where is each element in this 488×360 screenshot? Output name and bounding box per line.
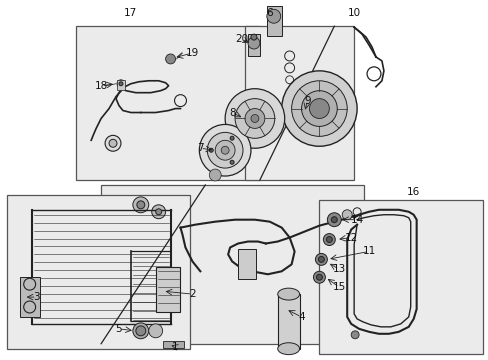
Text: 16: 16 <box>406 187 420 197</box>
Circle shape <box>151 205 165 219</box>
Circle shape <box>137 201 144 209</box>
Circle shape <box>266 9 280 23</box>
Circle shape <box>133 323 148 339</box>
Bar <box>101 185 364 344</box>
Text: 17: 17 <box>124 8 137 18</box>
Text: 7: 7 <box>197 143 203 153</box>
Ellipse shape <box>277 343 299 355</box>
Text: 10: 10 <box>347 8 360 18</box>
Ellipse shape <box>277 288 299 300</box>
Bar <box>266 6 281 36</box>
Circle shape <box>119 82 122 86</box>
Circle shape <box>199 125 250 176</box>
Circle shape <box>221 146 229 154</box>
Bar <box>319 200 482 354</box>
Text: 6: 6 <box>266 8 273 18</box>
Text: 12: 12 <box>344 233 357 243</box>
Text: 11: 11 <box>362 247 375 256</box>
Circle shape <box>309 99 328 118</box>
Text: 2: 2 <box>189 289 195 299</box>
Circle shape <box>316 274 322 280</box>
Text: 5: 5 <box>116 324 122 334</box>
Circle shape <box>291 81 346 136</box>
Circle shape <box>325 237 332 243</box>
Circle shape <box>165 54 175 64</box>
Circle shape <box>281 71 356 146</box>
Circle shape <box>224 89 284 148</box>
Circle shape <box>207 132 243 168</box>
Text: 15: 15 <box>332 282 345 292</box>
Circle shape <box>315 253 326 265</box>
Circle shape <box>331 217 337 223</box>
Circle shape <box>250 114 258 122</box>
Circle shape <box>230 136 234 140</box>
Circle shape <box>117 80 124 88</box>
Text: 4: 4 <box>298 312 304 322</box>
Circle shape <box>323 234 335 246</box>
Bar <box>155 267 180 312</box>
Circle shape <box>136 326 145 336</box>
Circle shape <box>148 324 163 338</box>
Circle shape <box>209 169 221 181</box>
Bar <box>247 34 259 56</box>
Circle shape <box>109 139 117 147</box>
Bar <box>117 80 124 90</box>
Text: 1: 1 <box>172 342 179 352</box>
Text: 3: 3 <box>33 292 40 302</box>
Bar <box>7 195 190 349</box>
Circle shape <box>247 37 259 49</box>
Text: 13: 13 <box>332 264 345 274</box>
Bar <box>76 26 259 180</box>
Text: 14: 14 <box>350 215 363 225</box>
Circle shape <box>215 140 235 160</box>
Circle shape <box>230 160 234 164</box>
Bar <box>20 277 40 317</box>
Bar <box>244 26 353 180</box>
Circle shape <box>244 109 264 129</box>
Bar <box>238 249 255 279</box>
Circle shape <box>313 271 325 283</box>
Circle shape <box>105 135 121 151</box>
Bar <box>277 294 299 349</box>
Bar <box>163 341 184 348</box>
Circle shape <box>155 209 162 215</box>
Circle shape <box>350 331 358 339</box>
Circle shape <box>326 213 341 227</box>
Text: 20: 20 <box>235 34 248 44</box>
Circle shape <box>342 210 351 220</box>
Circle shape <box>250 34 256 40</box>
Circle shape <box>133 197 148 213</box>
Text: 19: 19 <box>185 48 199 58</box>
Text: 18: 18 <box>94 81 107 91</box>
Text: 9: 9 <box>304 96 310 105</box>
Text: 8: 8 <box>228 108 235 117</box>
Circle shape <box>318 256 324 262</box>
Circle shape <box>301 91 337 126</box>
Circle shape <box>209 148 213 152</box>
Circle shape <box>235 99 274 138</box>
